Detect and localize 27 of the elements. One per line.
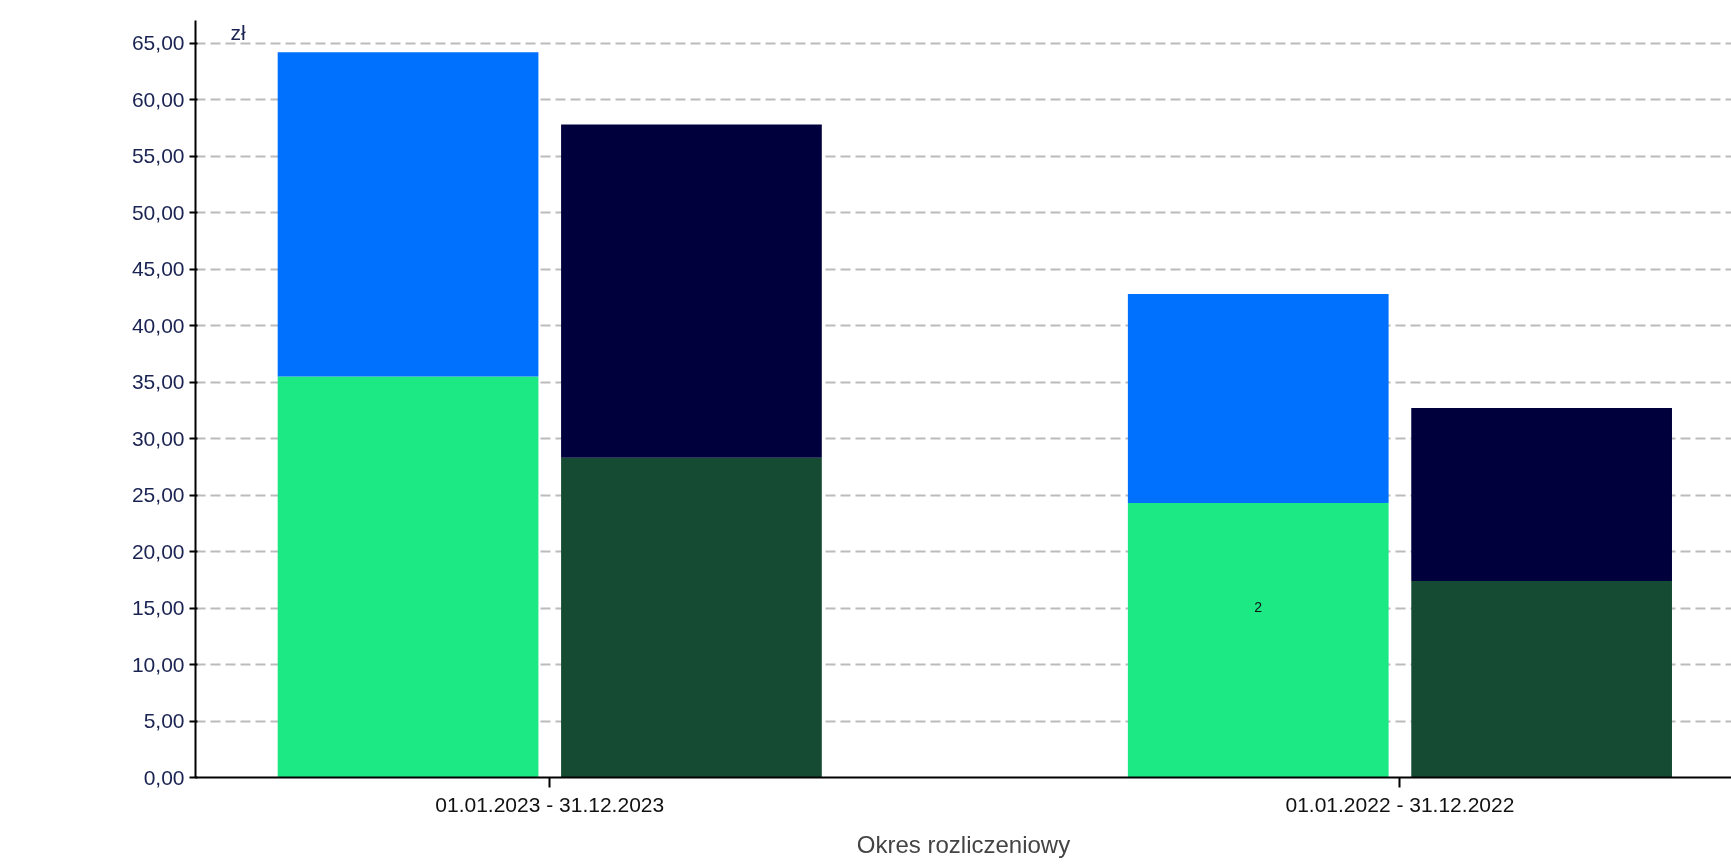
y-tick-label: 15,00: [131, 596, 185, 620]
y-tick-label: 55,00: [131, 144, 185, 168]
y-tick-label: 45,00: [131, 257, 185, 281]
bar: [561, 124, 822, 458]
y-tick-label: 60,00: [131, 87, 185, 111]
x-tick-label: 01.01.2023 - 31.12.2023: [435, 792, 665, 816]
annotation: 2: [1254, 599, 1263, 616]
y-tick-label: 25,00: [131, 483, 185, 507]
bar: [1411, 408, 1672, 581]
x-tick-label: 01.01.2022 - 31.12.2022: [1285, 792, 1515, 816]
bar: [277, 52, 539, 377]
bar: [1411, 580, 1672, 778]
bar: [1127, 293, 1389, 503]
y-tick-label: 0,00: [143, 765, 185, 789]
x-axis-title: Okres rozliczeniowy: [856, 830, 1071, 858]
bar: [277, 376, 539, 778]
bar: [561, 457, 822, 778]
y-axis-title: zł: [230, 20, 246, 44]
y-tick-label: 30,00: [131, 426, 185, 450]
y-tick-label: 35,00: [131, 370, 185, 394]
y-tick-label: 5,00: [143, 709, 185, 733]
bar: [1127, 502, 1389, 778]
y-tick-label: 40,00: [131, 313, 185, 337]
y-tick-label: 50,00: [131, 200, 185, 224]
y-tick-label: 20,00: [131, 539, 185, 563]
y-tick-label: 10,00: [131, 652, 185, 676]
y-tick-label: 65,00: [131, 31, 185, 55]
